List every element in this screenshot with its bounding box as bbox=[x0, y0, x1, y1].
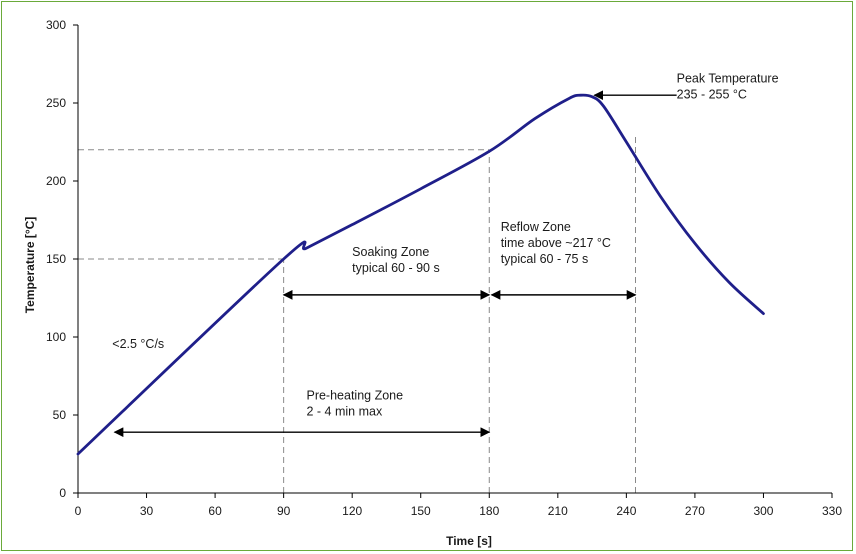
y-tick-label: 0 bbox=[59, 486, 66, 500]
peak-temperature-range: 235 - 255 °C bbox=[677, 88, 747, 102]
soaking-zone-title: Soaking Zone bbox=[352, 245, 429, 259]
peak-temperature-title: Peak Temperature bbox=[677, 72, 779, 86]
reflow-zone-threshold: time above ~217 °C bbox=[501, 236, 611, 250]
x-tick-label: 90 bbox=[277, 504, 291, 518]
x-tick-label: 300 bbox=[753, 504, 773, 518]
x-tick-label: 150 bbox=[411, 504, 431, 518]
x-tick-label: 60 bbox=[208, 504, 222, 518]
x-axis-title: Time [s] bbox=[446, 534, 492, 548]
y-tick-label: 100 bbox=[46, 330, 66, 344]
y-tick-label: 50 bbox=[53, 408, 67, 422]
preheat-zone-title: Pre-heating Zone bbox=[306, 388, 403, 402]
x-tick-label: 330 bbox=[822, 504, 842, 518]
y-tick-label: 300 bbox=[46, 18, 66, 32]
series-line bbox=[76, 93, 765, 456]
x-tick-label: 270 bbox=[685, 504, 705, 518]
x-tick-label: 120 bbox=[342, 504, 362, 518]
y-tick-label: 200 bbox=[46, 174, 66, 188]
y-tick-label: 150 bbox=[46, 252, 66, 266]
reflow-zone-duration: typical 60 - 75 s bbox=[501, 252, 589, 266]
x-tick-label: 180 bbox=[479, 504, 499, 518]
x-tick-label: 0 bbox=[75, 504, 82, 518]
ramp-rate-label: <2.5 °C/s bbox=[112, 337, 164, 351]
x-tick-label: 30 bbox=[140, 504, 154, 518]
x-tick-label: 240 bbox=[616, 504, 636, 518]
preheat-zone-duration: 2 - 4 min max bbox=[306, 404, 382, 418]
y-axis-title: Temperature [°C] bbox=[23, 217, 37, 314]
reflow-zone-title: Reflow Zone bbox=[501, 220, 571, 234]
x-tick-label: 210 bbox=[548, 504, 568, 518]
y-tick-label: 250 bbox=[46, 96, 66, 110]
soaking-zone-duration: typical 60 - 90 s bbox=[352, 261, 440, 275]
